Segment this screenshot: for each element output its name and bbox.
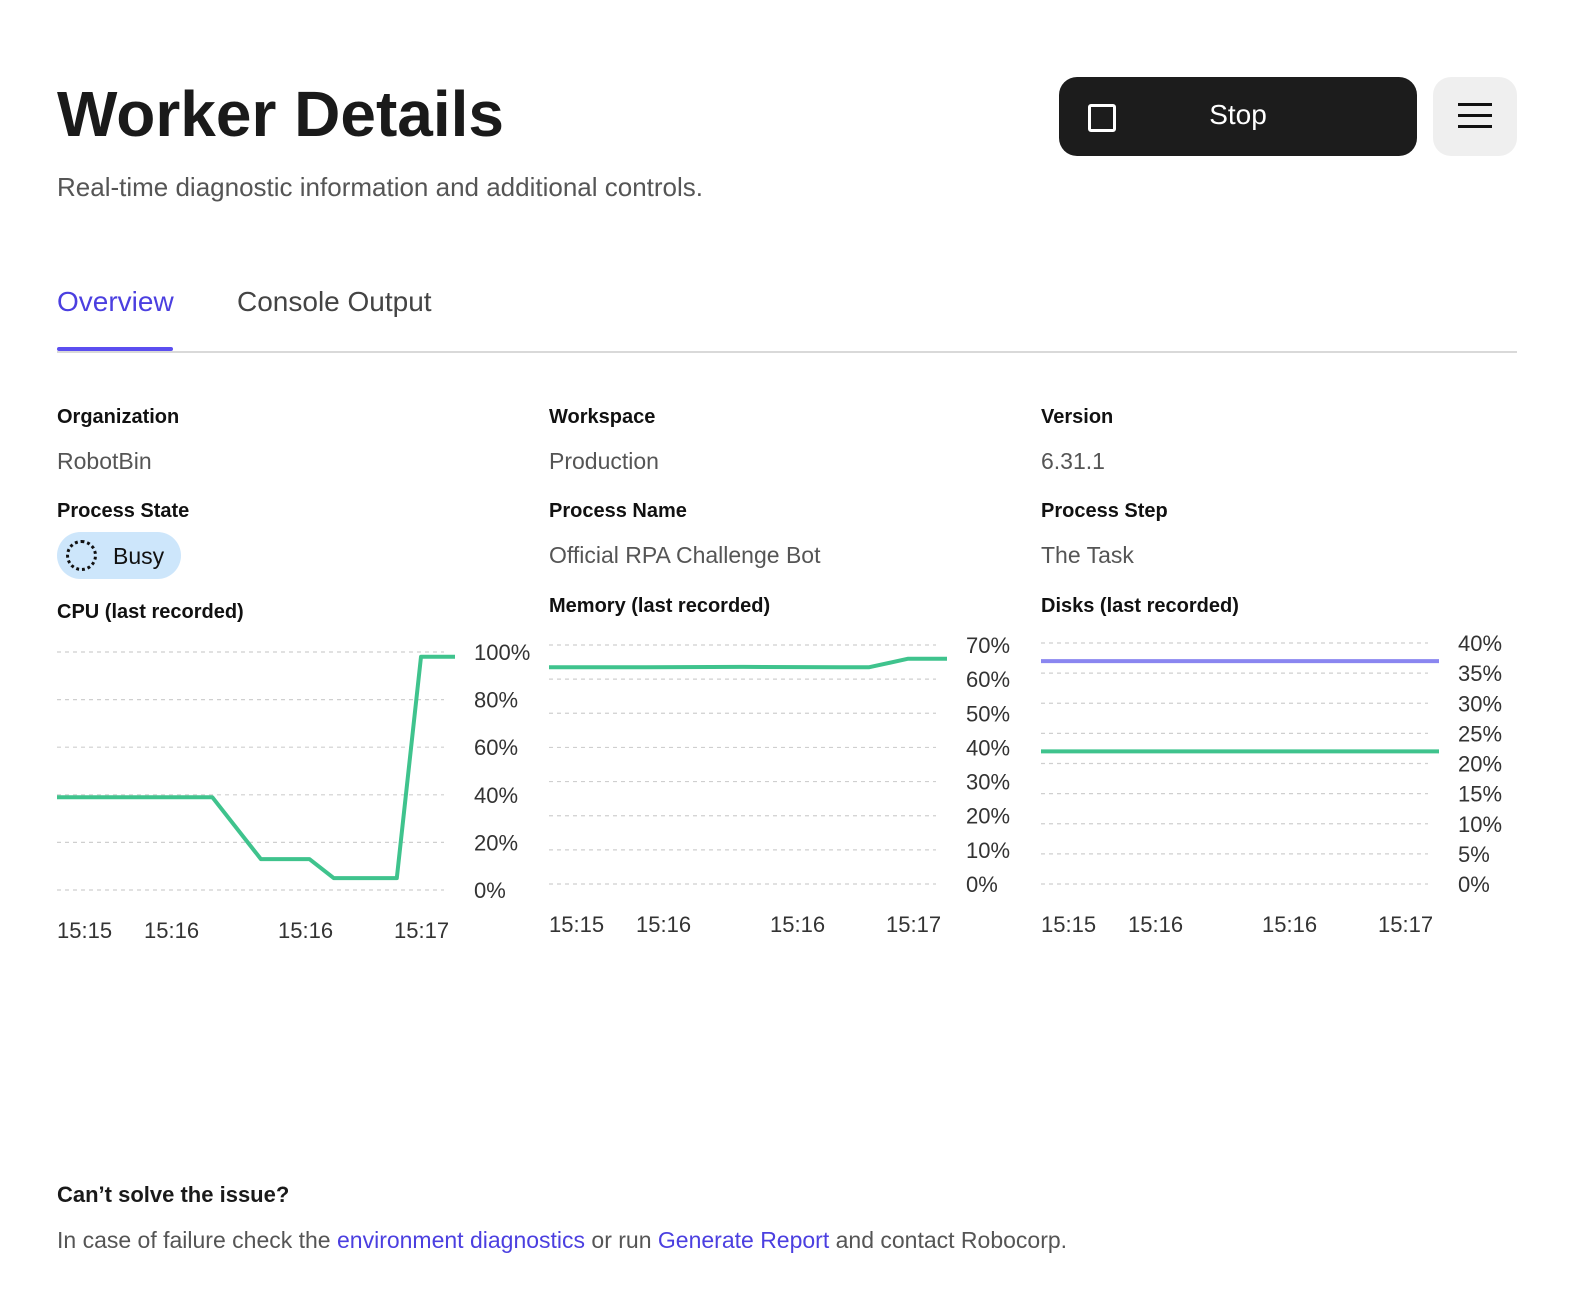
process-name-value: Official RPA Challenge Bot — [549, 542, 821, 568]
environment-diagnostics-link[interactable]: environment diagnostics — [337, 1227, 586, 1253]
stop-square-icon — [1088, 104, 1116, 132]
status-badge: Busy — [57, 532, 181, 579]
hamburger-menu-icon — [1458, 103, 1492, 128]
help-text-part-3: and contact Robocorp. — [829, 1227, 1068, 1253]
y-tick-label: 20% — [1458, 752, 1502, 777]
y-tick-label: 25% — [1458, 721, 1502, 746]
x-tick-label: 15:15 — [57, 918, 112, 943]
y-tick-label: 10% — [966, 838, 1010, 863]
active-tab-indicator — [57, 347, 173, 351]
tabs-divider — [57, 351, 1517, 353]
y-tick-label: 5% — [1458, 842, 1490, 867]
y-tick-label: 20% — [474, 830, 518, 855]
x-tick-label: 15:15 — [1041, 912, 1096, 937]
help-text-part-2: or run — [585, 1227, 658, 1253]
series-line — [57, 654, 455, 881]
x-tick-label: 15:16 — [1128, 912, 1183, 937]
menu-button[interactable] — [1433, 77, 1517, 156]
help-title: Can’t solve the issue? — [57, 1182, 290, 1207]
help-text: In case of failure check the environment… — [57, 1227, 1067, 1254]
generate-report-link[interactable]: Generate Report — [657, 1227, 830, 1253]
y-tick-label: 15% — [1458, 782, 1502, 807]
x-tick-label: 15:15 — [549, 912, 604, 937]
disks-chart: 0% 5% 10% 15% 20% 25% 30% 35% 40% 15:15 15:16 15:16… — [1041, 620, 1531, 955]
x-tick-label: 15:17 — [1378, 912, 1433, 937]
memory-chart: 0% 10% 20% 30% 40% 50% 60% 70% 15:15 15:16 15:16 15… — [549, 620, 1039, 955]
y-tick-label: 35% — [1458, 661, 1502, 686]
status-badge-text: Busy — [113, 543, 165, 569]
y-tick-label: 70% — [966, 633, 1010, 658]
y-tick-label: 0% — [1458, 872, 1490, 897]
y-tick-label: 40% — [1458, 631, 1502, 656]
tab-overview[interactable]: Overview — [57, 286, 174, 317]
y-tick-label: 60% — [966, 667, 1010, 692]
y-tick-label: 0% — [474, 878, 506, 903]
y-tick-label: 50% — [966, 701, 1010, 726]
x-tick-label: 15:16 — [770, 912, 825, 937]
memory-chart-svg: 0% 10% 20% 30% 40% 50% 60% 70% 15:15 15:16 15:16 15… — [549, 633, 1010, 937]
workspace-label: Workspace — [549, 406, 656, 428]
version-label: Version — [1041, 406, 1114, 428]
process-step-label: Process Step — [1041, 500, 1168, 522]
cpu-chart-title: CPU (last recorded) — [57, 601, 244, 623]
stop-button-label: Stop — [1209, 99, 1267, 130]
x-tick-label: 15:16 — [1262, 912, 1317, 937]
x-tick-label: 15:17 — [394, 918, 449, 943]
process-step-value: The Task — [1041, 542, 1134, 568]
cpu-chart-svg: 0% 20% 40% 60% 80% 100% 15:15 15:16 15:16 15:17 — [57, 640, 530, 943]
x-tick-label: 15:16 — [278, 918, 333, 943]
y-tick-label: 20% — [966, 804, 1010, 829]
memory-chart-title: Memory (last recorded) — [549, 595, 771, 617]
page-title: Worker Details — [57, 78, 504, 150]
process-name-label: Process Name — [549, 500, 687, 522]
disks-chart-title: Disks (last recorded) — [1041, 595, 1239, 617]
organization-label: Organization — [57, 406, 180, 428]
process-state-label: Process State — [57, 500, 190, 522]
disks-chart-svg: 0% 5% 10% 15% 20% 25% 30% 35% 40% 15:15 15:16 15:16… — [1041, 631, 1502, 937]
y-tick-label: 100% — [474, 640, 530, 665]
version-value: 6.31.1 — [1041, 448, 1105, 474]
y-tick-label: 10% — [1458, 812, 1502, 837]
cpu-chart: 0% 20% 40% 60% 80% 100% 15:15 15:16 15:16 15:17 — [57, 620, 547, 955]
workspace-value: Production — [549, 448, 659, 474]
y-tick-label: 40% — [474, 783, 518, 808]
stop-button[interactable]: Stop — [1059, 77, 1417, 156]
x-tick-label: 15:16 — [636, 912, 691, 937]
help-text-part-1: In case of failure check the — [57, 1227, 337, 1253]
y-tick-label: 0% — [966, 872, 998, 897]
organization-value: RobotBin — [57, 448, 152, 474]
y-tick-label: 60% — [474, 735, 518, 760]
tab-console-output[interactable]: Console Output — [237, 286, 432, 317]
x-tick-label: 15:17 — [886, 912, 941, 937]
y-tick-label: 30% — [966, 770, 1010, 795]
series-line — [549, 656, 947, 670]
y-tick-label: 30% — [1458, 691, 1502, 716]
spinner-icon — [66, 540, 97, 571]
y-tick-label: 40% — [966, 735, 1010, 760]
x-tick-label: 15:16 — [144, 918, 199, 943]
y-tick-label: 80% — [474, 688, 518, 713]
page-subtitle: Real-time diagnostic information and add… — [57, 172, 704, 202]
